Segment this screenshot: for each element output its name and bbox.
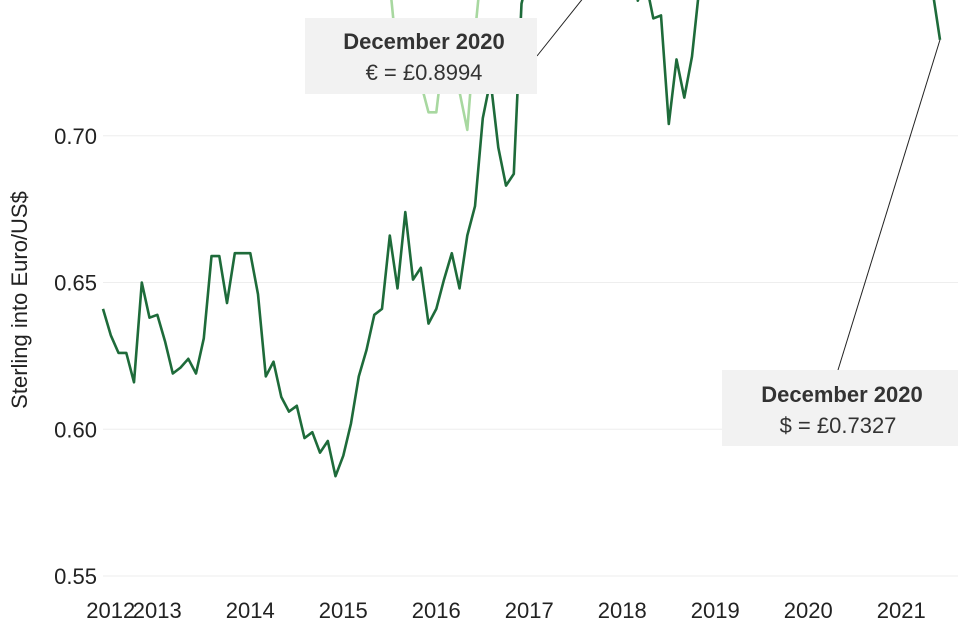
data-point-dollar: [164, 340, 166, 342]
data-point-dollar: [435, 308, 437, 310]
annotation-euro-title: December 2020: [343, 29, 504, 54]
data-point-dollar: [327, 440, 329, 442]
data-point-dollar: [676, 58, 678, 60]
data-point-dollar: [288, 411, 290, 413]
data-point-dollar: [451, 252, 453, 254]
data-point-dollar: [521, 3, 523, 5]
data-point-dollar: [366, 349, 368, 351]
x-tick-label: 2016: [412, 598, 461, 623]
annotation-leaders: [536, 0, 941, 371]
data-point-dollar: [265, 375, 267, 377]
data-point-euro: [466, 129, 468, 131]
data-point-dollar: [505, 185, 507, 187]
data-point-dollar: [443, 279, 445, 281]
data-point-dollar: [459, 287, 461, 289]
data-point-dollar: [683, 97, 685, 99]
data-point-dollar: [652, 17, 654, 19]
data-point-dollar: [691, 56, 693, 58]
data-point-dollar: [304, 437, 306, 439]
data-point-dollar: [350, 422, 352, 424]
data-point-dollar: [211, 255, 213, 257]
data-point-dollar: [125, 352, 127, 354]
annotation-dollar-leader: [837, 39, 941, 371]
data-point-dollar: [428, 323, 430, 325]
x-tick-label: 2019: [691, 598, 740, 623]
data-point-dollar: [172, 373, 174, 375]
annotation-dollar-value: $ = £0.7327: [780, 413, 897, 438]
data-point-dollar: [381, 308, 383, 310]
data-point-dollar: [273, 361, 275, 363]
data-point-dollar: [234, 252, 236, 254]
data-point-euro: [428, 111, 430, 113]
data-point-dollar: [319, 452, 321, 454]
x-tick-label: 2013: [133, 598, 182, 623]
data-point-dollar: [404, 211, 406, 213]
data-point-dollar: [156, 314, 158, 316]
data-point-dollar: [660, 14, 662, 16]
data-point-dollar: [218, 255, 220, 257]
y-tick-label: 0.70: [54, 124, 97, 149]
data-point-dollar: [118, 352, 120, 354]
annotation-dollar-box: [722, 370, 958, 446]
annotation-euro-leader: [536, 0, 583, 57]
data-point-euro: [435, 111, 437, 113]
data-point-dollar: [335, 475, 337, 477]
data-point-dollar: [249, 252, 251, 254]
data-point-dollar: [280, 396, 282, 398]
data-point-dollar: [149, 317, 151, 319]
data-point-dollar: [397, 287, 399, 289]
data-point-dollar: [242, 252, 244, 254]
x-tick-label: 2017: [505, 598, 554, 623]
data-point-dollar: [311, 431, 313, 433]
x-tick-label: 2015: [319, 598, 368, 623]
data-point-dollar: [420, 267, 422, 269]
data-point-dollar: [497, 147, 499, 149]
y-tick-label: 0.55: [54, 564, 97, 589]
data-point-dollar: [180, 367, 182, 369]
annotation-euro: December 2020 € = £0.8994: [305, 18, 537, 94]
data-point-dollar: [466, 235, 468, 237]
data-point-dollar: [102, 308, 104, 310]
data-point-dollar: [296, 405, 298, 407]
y-axis-title: Sterling into Euro/US$: [7, 191, 32, 409]
annotation-euro-value: € = £0.8994: [366, 60, 483, 85]
data-point-dollar: [133, 381, 135, 383]
data-point-dollar: [110, 334, 112, 336]
data-point-dollar: [141, 282, 143, 284]
data-point-dollar: [187, 358, 189, 360]
data-point-dollar: [513, 173, 515, 175]
x-tick-label: 2020: [784, 598, 833, 623]
series-line-dollar: [101, 0, 942, 478]
data-point-dollar: [226, 302, 228, 304]
series-lines: [101, 0, 942, 478]
x-tick-label: 2012: [86, 598, 135, 623]
data-point-dollar: [389, 235, 391, 237]
data-point-dollar: [474, 205, 476, 207]
data-point-dollar: [668, 123, 670, 125]
y-tick-label: 0.60: [54, 417, 97, 442]
data-point-dollar: [203, 337, 205, 339]
data-point-dollar: [412, 279, 414, 281]
annotation-dollar: December 2020 $ = £0.7327: [722, 370, 958, 446]
data-point-dollar: [257, 293, 259, 295]
data-point-dollar: [373, 314, 375, 316]
annotation-dollar-title: December 2020: [761, 382, 922, 407]
annotation-euro-box: [305, 18, 537, 94]
y-tick-label: 0.65: [54, 271, 97, 296]
data-point-dollar: [358, 375, 360, 377]
x-tick-label: 2018: [598, 598, 647, 623]
y-axis-tick-labels: 0.550.600.650.700.750.800.850.90: [54, 0, 97, 589]
y-tick-label: 0.75: [54, 0, 97, 2]
x-tick-label: 2014: [226, 598, 275, 623]
x-tick-label: 2021: [877, 598, 926, 623]
data-point-dollar: [342, 455, 344, 457]
data-point-dollar: [195, 373, 197, 375]
data-point-dollar: [482, 117, 484, 119]
